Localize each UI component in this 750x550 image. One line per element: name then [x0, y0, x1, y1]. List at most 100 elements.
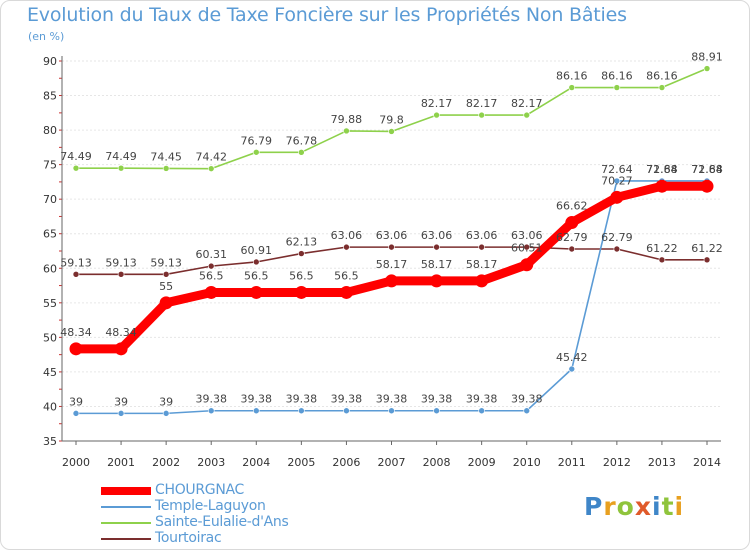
data-point [475, 274, 489, 288]
data-label: 63.06 [331, 229, 363, 242]
legend-item-tourtoirac: Tourtoirac [101, 530, 401, 547]
data-label: 61.22 [691, 242, 723, 255]
series-line [75, 180, 708, 415]
data-label: 88.91 [691, 51, 723, 64]
data-label: 48.34 [105, 326, 137, 339]
y-tick-label: 70 [43, 193, 57, 206]
data-label: 56.5 [199, 269, 224, 282]
logo-letter: x [634, 492, 652, 521]
data-point [478, 407, 485, 415]
data-label: 62.13 [286, 236, 318, 249]
data-point [703, 65, 711, 72]
chart-title: Evolution du Taux de Taxe Foncière sur l… [27, 4, 627, 26]
data-point [72, 410, 80, 417]
x-tick-label: 2008 [423, 456, 451, 469]
data-label: 59.13 [105, 256, 137, 269]
data-point [252, 407, 260, 415]
data-label: 71.88 [646, 163, 678, 176]
data-label: 39.38 [286, 393, 318, 406]
logo-letter: i [652, 492, 662, 521]
data-point [162, 165, 170, 172]
data-point [433, 111, 440, 119]
data-point [72, 270, 80, 278]
legend-item-temple-laguyon: Temple-Laguyon [101, 498, 401, 515]
x-tick-label: 2001 [107, 456, 135, 469]
data-label: 76.78 [286, 134, 318, 147]
data-point [162, 270, 170, 278]
y-tick-label: 55 [43, 297, 57, 310]
x-tick-label: 2014 [693, 456, 721, 469]
data-point [568, 245, 576, 253]
data-point [388, 128, 395, 135]
data-point [610, 190, 624, 204]
data-point [249, 285, 263, 299]
data-point [568, 365, 576, 373]
data-point [658, 84, 666, 91]
data-label: 60.31 [195, 248, 227, 261]
data-point [433, 243, 440, 251]
unit-label: (en %) [28, 30, 65, 43]
data-point [117, 164, 125, 172]
x-tick-label: 2011 [558, 456, 586, 469]
x-tick-label: 2004 [242, 456, 270, 469]
data-label: 56.5 [334, 269, 359, 282]
x-tick-label: 2012 [603, 456, 631, 469]
legend-swatch-temple-laguyon [101, 506, 151, 508]
data-label: 60.51 [511, 242, 543, 255]
data-label: 70.27 [601, 174, 633, 187]
data-point [478, 243, 485, 251]
data-point [72, 164, 80, 172]
data-label: 63.06 [466, 229, 498, 242]
data-point [568, 84, 576, 91]
data-label: 39.38 [421, 393, 453, 406]
x-tick-label: 2013 [648, 456, 676, 469]
x-tick-label: 2010 [513, 456, 541, 469]
logo-letter: P [584, 492, 604, 521]
data-label: 39.38 [195, 393, 227, 406]
data-point [343, 127, 350, 135]
data-point [207, 262, 215, 270]
data-label: 39 [159, 395, 173, 408]
y-tick-label: 50 [43, 331, 57, 344]
data-label: 74.49 [60, 150, 92, 163]
data-point [478, 111, 485, 119]
data-label: 39.38 [331, 393, 363, 406]
y-tick-label: 80 [43, 124, 57, 137]
data-label: 48.34 [60, 326, 92, 339]
data-label: 82.17 [466, 97, 498, 110]
data-point [613, 84, 621, 91]
data-point [114, 342, 128, 356]
data-label: 86.16 [646, 70, 678, 83]
data-point [433, 407, 440, 415]
data-label: 82.17 [421, 97, 453, 110]
data-label: 56.5 [244, 269, 269, 282]
data-label: 72.64 [646, 163, 678, 176]
data-label: 71.88 [691, 163, 723, 176]
data-point [162, 410, 170, 417]
legend-swatch-chourgnac [101, 487, 151, 495]
data-point [523, 111, 531, 119]
data-label: 74.45 [150, 150, 182, 163]
y-tick-label: 35 [43, 435, 57, 448]
legend-label: Sainte-Eulalie-d'Ans [155, 514, 289, 530]
data-point [343, 407, 350, 415]
data-label: 63.06 [421, 229, 453, 242]
data-point [613, 245, 621, 253]
data-label: 72.64 [601, 163, 633, 176]
y-tick-label: 65 [43, 228, 57, 241]
legend-item-sainte-eulalie: Sainte-Eulalie-d'Ans [101, 514, 401, 531]
x-tick-label: 2000 [62, 456, 90, 469]
logo-letter: i [674, 492, 685, 521]
data-point [204, 285, 218, 299]
x-tick-label: 2007 [378, 456, 406, 469]
data-point [703, 256, 711, 264]
y-tick-label: 75 [43, 159, 57, 172]
data-label: 39.38 [466, 393, 498, 406]
data-label: 58.17 [376, 258, 408, 271]
logo-letter: r [603, 492, 617, 521]
x-tick-label: 2005 [287, 456, 315, 469]
data-point [343, 243, 350, 251]
data-label: 45.42 [556, 351, 588, 364]
legend-item-chourgnac: CHOURGNAC [101, 482, 401, 499]
data-label: 58.17 [421, 258, 453, 271]
